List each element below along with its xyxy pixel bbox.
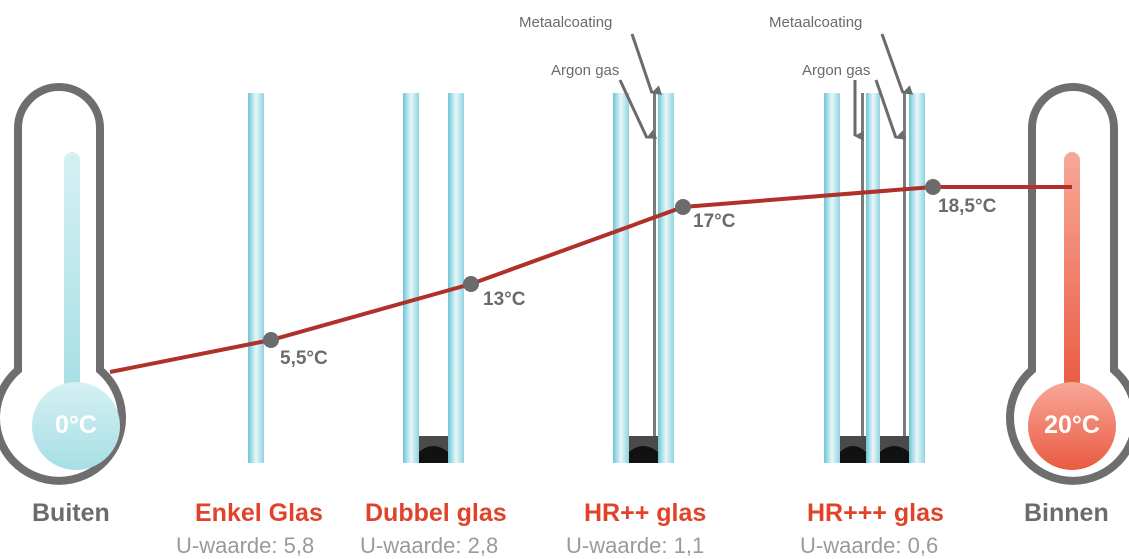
thermometer-cold-icon xyxy=(0,83,126,485)
hrpp-glass-u-value: U-waarde: 1,1 xyxy=(566,533,705,558)
double-glass-surface-temp: 13°C xyxy=(483,289,526,310)
hr-triple-plus-glass-panes xyxy=(824,93,925,463)
double-glass-u-value: U-waarde: 2,8 xyxy=(360,533,499,558)
inside-label: Binnen xyxy=(1024,499,1109,527)
arrow-metal-coating-hrpp xyxy=(630,33,663,95)
single-glass-surface-temp: 5,5°C xyxy=(280,348,328,369)
outside-label: Buiten xyxy=(32,499,110,527)
temp-point-double xyxy=(463,276,479,292)
hrppp-glass-u-value: U-waarde: 0,6 xyxy=(800,533,939,558)
arrow-argon-hrpp xyxy=(618,79,658,139)
single-glass-title: Enkel Glas xyxy=(195,499,323,527)
hrppp-argon-gas-label: Argon gas xyxy=(802,62,871,79)
outside-temperature: 0°C xyxy=(55,411,97,439)
hrppp-glass-title: HR+++ glas xyxy=(807,499,944,527)
temperature-line xyxy=(109,185,1072,374)
inside-temperature: 20°C xyxy=(1044,411,1100,439)
arrow-argon-hrppp-right xyxy=(874,79,907,140)
temp-point-hrpp xyxy=(675,199,691,215)
hrpp-glass-title: HR++ glas xyxy=(584,499,707,527)
hrppp-glass-surface-temp: 18,5°C xyxy=(938,196,997,217)
temp-point-hrppp xyxy=(925,179,941,195)
double-glass-panes xyxy=(403,93,464,463)
arrow-metal-coating-hrppp xyxy=(880,33,914,95)
temp-point-single xyxy=(263,332,279,348)
hr-plus-plus-glass-panes xyxy=(613,93,674,463)
double-glass-title: Dubbel glas xyxy=(365,499,507,527)
hrpp-glass-surface-temp: 17°C xyxy=(693,211,736,232)
single-glass-pane xyxy=(248,93,264,463)
hrpp-argon-gas-label: Argon gas xyxy=(551,62,620,79)
single-glass-u-value: U-waarde: 5,8 xyxy=(176,533,315,558)
hrppp-metal-coating-label: Metaalcoating xyxy=(769,14,863,31)
hrpp-metal-coating-label: Metaalcoating xyxy=(519,14,613,31)
